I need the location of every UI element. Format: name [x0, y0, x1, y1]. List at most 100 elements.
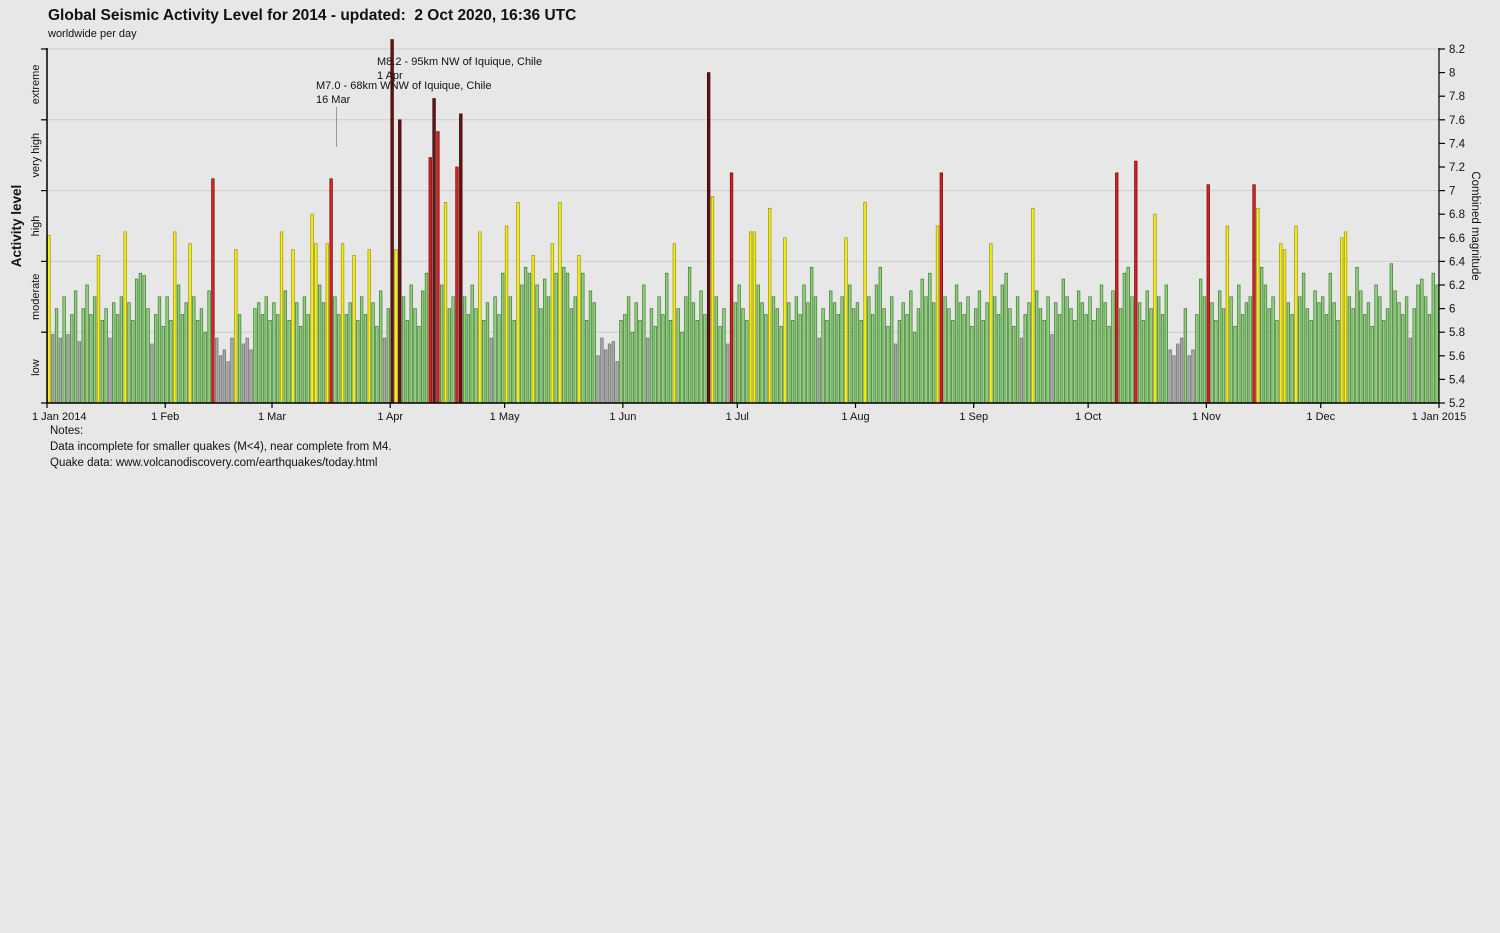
bar-day-249 [993, 296, 997, 404]
bar-day-323 [1275, 320, 1279, 404]
bar-day-3 [54, 308, 59, 404]
bar-day-238 [951, 320, 955, 404]
bar-day-206 [829, 290, 833, 404]
bar-day-23 [131, 320, 135, 404]
bar-day-255 [1015, 296, 1020, 404]
bar-day-356 [1401, 314, 1405, 404]
bar-day-312 [1233, 325, 1237, 404]
bar-day-112 [470, 284, 474, 404]
bar-day-104 [440, 284, 444, 404]
bar-day-301 [1191, 349, 1195, 404]
bar-day-338 [1332, 302, 1336, 404]
bar-day-82 [356, 320, 360, 404]
bar-day-263 [1046, 296, 1050, 404]
right-axis-tick-label: 5.4 [1449, 374, 1466, 386]
bar-day-244 [973, 308, 978, 404]
bar-day-269 [1069, 308, 1073, 404]
x-axis-tick-label: 1 Jan 2015 [1412, 411, 1466, 423]
bar-day-261 [1038, 308, 1043, 404]
bar-day-71 [314, 243, 318, 404]
bar-day-320 [1263, 284, 1268, 404]
bar-day-239 [954, 284, 959, 404]
x-axis-tick-label: 1 Oct [1075, 411, 1101, 423]
bar-day-162 [661, 314, 665, 404]
bar-day-166 [676, 308, 680, 404]
bar-day-314 [1240, 314, 1245, 404]
bar-day-275 [1092, 320, 1096, 404]
bar-day-152 [623, 314, 627, 404]
bar-day-93 [398, 119, 402, 404]
bar-day-67 [298, 325, 303, 404]
x-axis-tick-label: 1 Mar [258, 411, 286, 423]
bar-day-253 [1008, 308, 1012, 404]
bar-day-211 [848, 284, 852, 404]
bar-day-88 [379, 290, 383, 404]
bar-day-30 [157, 296, 162, 404]
bar-day-229 [916, 308, 921, 404]
bar-day-336 [1324, 314, 1329, 404]
x-axis-tick-label: 1 Feb [151, 411, 179, 423]
bar-day-64 [287, 320, 291, 404]
bar-day-346 [1362, 314, 1367, 404]
bar-day-63 [283, 290, 288, 404]
bar-day-329 [1298, 296, 1302, 404]
bar-day-177 [718, 325, 722, 404]
bar-day-90 [386, 308, 390, 404]
bar-day-256 [1019, 337, 1024, 404]
seismic-bar-chart: low moderate high very high extreme 5.2 5.4 5.6… [30, 39, 1466, 423]
bar-day-291 [1153, 213, 1157, 404]
bar-day-322 [1271, 296, 1275, 404]
bar-day-232 [928, 272, 932, 404]
bar-day-344 [1355, 266, 1359, 404]
bar-day-171 [695, 320, 699, 404]
bar-day-50 [234, 249, 238, 404]
left-axis-category-label: extreme [30, 65, 42, 105]
bar-day-146 [600, 337, 604, 404]
bar-day-83 [359, 296, 364, 404]
bar-day-22 [127, 302, 131, 404]
bar-day-303 [1198, 278, 1203, 404]
bar-day-254 [1012, 325, 1016, 404]
bar-day-328 [1294, 225, 1298, 404]
left-axis-category-label: very high [30, 133, 42, 178]
bar-day-318 [1256, 207, 1260, 404]
bar-day-185 [748, 231, 753, 404]
bar-day-187 [756, 284, 760, 404]
bar-day-103 [436, 131, 440, 404]
bar-day-292 [1157, 296, 1161, 404]
bar-day-319 [1260, 266, 1264, 404]
bar-day-250 [996, 314, 1001, 404]
bar-day-79 [344, 314, 349, 404]
bar-day-117 [489, 337, 493, 404]
bar-day-231 [924, 296, 928, 404]
bar-day-327 [1290, 314, 1294, 404]
bar-day-196 [790, 320, 795, 404]
bar-day-51 [237, 314, 242, 404]
bar-day-92 [394, 249, 398, 404]
bar-day-343 [1351, 308, 1355, 404]
bar-day-347 [1366, 302, 1371, 404]
bar-day-236 [943, 296, 947, 404]
bar-day-69 [306, 314, 310, 404]
bar-day-75 [329, 178, 333, 404]
bar-day-12 [89, 314, 93, 404]
bar-day-243 [970, 325, 974, 404]
bar-day-190 [768, 207, 772, 404]
bar-day-247 [985, 302, 989, 404]
bar-day-19 [115, 314, 120, 404]
bar-day-179 [726, 343, 730, 404]
bar-day-46 [218, 355, 223, 404]
bar-day-281 [1115, 172, 1119, 404]
bar-day-341 [1343, 231, 1348, 404]
bar-day-246 [981, 320, 985, 404]
x-axis-tick-label: 1 Sep [959, 411, 988, 423]
bar-day-142 [584, 320, 589, 404]
bar-day-168 [684, 296, 688, 404]
bar-day-16 [104, 308, 108, 404]
right-axis-tick-label: 8 [1449, 68, 1455, 80]
bar-day-87 [375, 325, 379, 404]
bar-day-161 [657, 296, 661, 404]
bar-day-364 [1431, 272, 1435, 404]
bar-day-276 [1096, 308, 1100, 404]
bar-day-114 [478, 231, 482, 404]
